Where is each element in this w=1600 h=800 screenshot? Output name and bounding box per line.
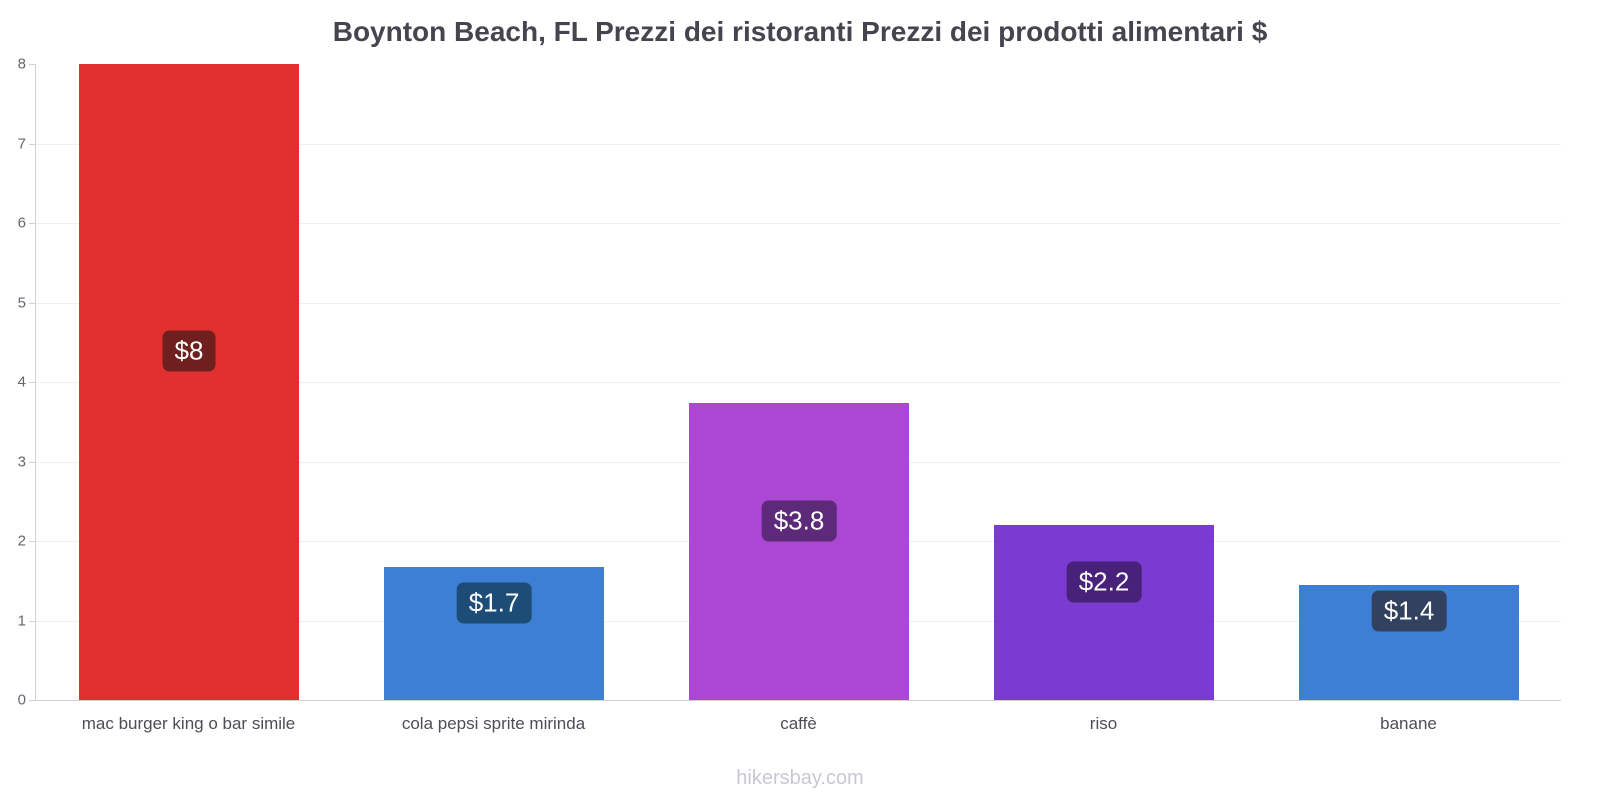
gridline — [36, 382, 1561, 383]
bar-value-label: $1.7 — [456, 582, 532, 624]
x-axis-category-label: banane — [1380, 714, 1437, 733]
y-axis-tick — [29, 223, 36, 224]
bar-value-label: $3.8 — [761, 500, 837, 542]
x-axis-category-label: riso — [1089, 714, 1118, 733]
watermark: hikersbay.com — [736, 767, 864, 789]
y-axis-tick-label: 5 — [17, 294, 26, 311]
y-axis-tick — [29, 64, 36, 65]
bar-value-label: $2.2 — [1066, 561, 1142, 603]
y-axis-tick-label: 4 — [17, 373, 26, 391]
chart-title: Boynton Beach, FL Prezzi dei ristoranti … — [332, 16, 1268, 47]
y-axis-tick — [29, 541, 36, 542]
gridline — [36, 302, 1561, 304]
bar[interactable] — [79, 64, 299, 700]
bar[interactable] — [994, 525, 1214, 700]
y-axis-tick-label: 6 — [17, 214, 26, 232]
bar-value-label: $1.4 — [1371, 590, 1447, 632]
y-axis-tick-label: 7 — [17, 135, 26, 152]
x-axis-category-label: mac burger king o bar simile — [81, 714, 296, 733]
y-axis-tick — [29, 461, 36, 463]
y-axis-tick-label: 8 — [17, 55, 26, 73]
y-axis-tick-label: 3 — [17, 453, 26, 470]
y-axis-tick — [29, 382, 36, 383]
y-axis-tick-label: 1 — [17, 612, 26, 629]
y-axis-tick — [29, 302, 36, 304]
y-axis-tick — [29, 700, 36, 701]
bar[interactable] — [689, 403, 909, 700]
plot-area: 0 1 2 3 4 5 6 7 8 $8 mac burger king o bar simile $… — [18, 56, 1561, 733]
x-axis-category-label: caffè — [780, 714, 817, 733]
bar-value-label: $8 — [162, 330, 216, 372]
y-axis-tick — [29, 143, 36, 145]
gridline — [36, 143, 1561, 145]
y-axis-tick-label: 0 — [17, 691, 26, 709]
gridline — [36, 223, 1561, 224]
y-axis-tick — [29, 620, 36, 622]
x-axis-category-label: cola pepsi sprite mirinda — [401, 714, 586, 733]
y-axis-tick-label: 2 — [17, 532, 26, 550]
